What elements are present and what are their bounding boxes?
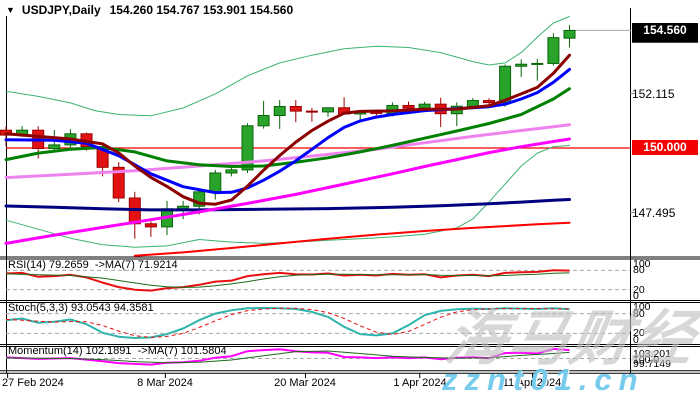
momentum-scale-label: 103.201 [633, 348, 671, 360]
candle-body [112, 166, 125, 199]
stoch-d [5, 307, 570, 338]
watermark-site: zznt01.cn [442, 362, 645, 397]
rsi-scale-label: 20 [633, 283, 645, 296]
rsi-scale-label: 0 [633, 290, 639, 303]
ma-navy-line [4, 198, 571, 212]
rsi-scale-label: 80 [633, 264, 645, 277]
momentum-panel-label: Momentum(14) 102.1891 ->MA(7) 101.5804 [8, 345, 227, 357]
rsi-panel-label: RSI(14) 79.2659 ->MA(7) 71.9214 [8, 259, 178, 271]
current-price-label: 154.560 [632, 23, 698, 38]
candle-body [563, 29, 576, 39]
symbol-period-label: USDJPY,Daily [21, 3, 101, 17]
price-tick-label: 147.495 [632, 206, 676, 220]
bollinger-upper-line [5, 16, 570, 117]
candle-body [515, 63, 528, 67]
dropdown-triangle-icon[interactable]: ▼ [6, 5, 15, 15]
date-tick-label: 8 Mar 2024 [137, 377, 193, 389]
candle-body [547, 37, 560, 64]
momentum-ma [5, 350, 570, 364]
stoch-scale-label: 0 [633, 334, 639, 347]
ohlc-values: 154.260 154.767 153.901 154.560 [109, 3, 294, 17]
candle-body [483, 100, 495, 104]
date-tick-label: 20 Mar 2024 [274, 377, 336, 389]
momentum-scale-label: 100.0 [633, 354, 660, 366]
chart-title-bar[interactable]: ▼ USDJPY,Daily 154.260 154.767 153.901 154… [6, 3, 293, 17]
candle-body [402, 104, 415, 109]
candle-body [144, 223, 157, 228]
stoch-scale-label: 100 [633, 300, 651, 313]
bollinger-lower-line [5, 144, 570, 248]
candle-body [273, 105, 286, 117]
rsi-ma [5, 272, 570, 288]
candle-body [225, 169, 238, 174]
rsi-scale-label: 100 [633, 257, 651, 270]
stoch-scale-label: 80 [633, 307, 645, 320]
ma-blue-line [4, 67, 571, 195]
candle-body [531, 62, 544, 65]
ma-red-slow-line [133, 221, 571, 257]
price-tick-label: 152.115 [632, 87, 675, 101]
ma-magenta-line [4, 137, 571, 245]
date-tick-label: 27 Feb 2024 [2, 377, 64, 389]
level-150-label: 150.000 [632, 140, 698, 155]
stoch-panel-label: Stoch(5,3,3) 93.0543 94.3581 [8, 302, 154, 314]
date-tick-label: 1 Apr 2024 [393, 377, 447, 389]
partial-price-label [632, 38, 698, 43]
ma-violet-line [4, 123, 571, 180]
candle-body [241, 125, 254, 171]
candle-body [466, 100, 479, 107]
candle-body [418, 103, 431, 109]
candle-body [209, 172, 222, 193]
rsi-line [5, 269, 570, 292]
momentum-scale-label: 99.7149 [633, 358, 671, 370]
candle-body [322, 107, 334, 113]
candle-body [289, 105, 302, 112]
candle-body [257, 115, 270, 127]
candle-body [305, 110, 318, 113]
stoch-scale-label: 20 [633, 327, 645, 340]
candle-body [499, 65, 512, 104]
candle-body [193, 191, 206, 207]
candle-body [48, 144, 61, 150]
date-tick-label: 11 Apr 2024 [502, 377, 562, 389]
ma-maroon-line [4, 53, 571, 206]
